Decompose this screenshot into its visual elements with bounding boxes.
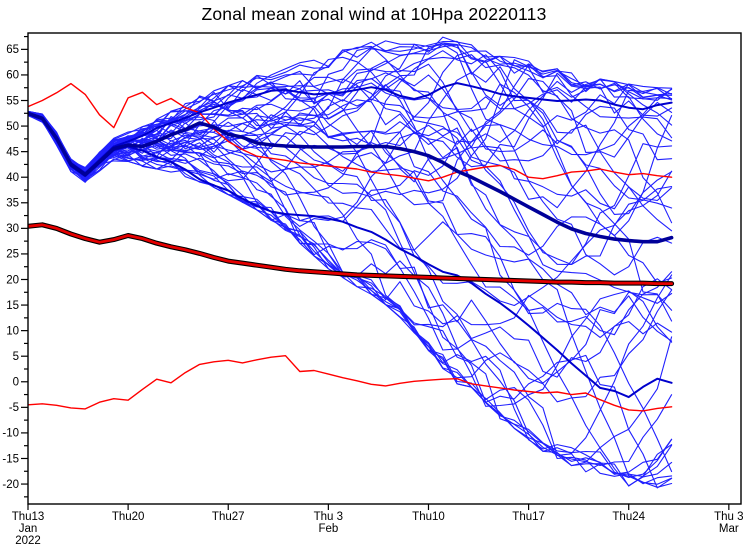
ensemble-member-line: [28, 111, 673, 488]
x-tick-label: Thu17: [512, 511, 545, 523]
climatology-mean-line: [28, 223, 673, 286]
plot-area: [28, 36, 675, 489]
y-tick-label: 35: [6, 198, 19, 210]
plot-border: [27, 32, 742, 505]
ensemble-member-line: [28, 87, 673, 209]
x-tick-label: Thu13: [12, 511, 45, 523]
y-tick-label: 0: [13, 377, 19, 389]
y-tick-label: 5: [13, 351, 19, 363]
y-tick-label: 65: [6, 44, 19, 56]
y-tick-label: 30: [6, 223, 19, 235]
ensemble-member-line: [28, 111, 673, 479]
y-tick-label: 40: [6, 172, 19, 184]
x-tick-label: Thu27: [212, 511, 245, 523]
y-tick-label: 15: [6, 300, 19, 312]
y-tick-label: 20: [6, 274, 19, 286]
x-tick-label: Thu24: [612, 511, 645, 523]
y-tick-label: -10: [2, 428, 19, 440]
ensemble-member-line: [28, 42, 673, 170]
y-tick-label: -15: [2, 453, 19, 465]
ensemble-member-line: [28, 110, 673, 336]
upper_member-line: [28, 82, 673, 175]
x-tick-sublabel: 2022: [15, 535, 41, 547]
y-tick-label: 55: [6, 95, 19, 107]
ensemble-member-line: [28, 59, 673, 197]
x-tick-sublabel: Feb: [318, 523, 338, 535]
x-tick-sublabel: Mar: [719, 523, 739, 535]
y-tick-label: 10: [6, 325, 19, 337]
ensemble-member-line: [28, 113, 673, 489]
x-tick-sublabel: Jan: [19, 523, 38, 535]
x-tick-label: Thu 3: [314, 511, 343, 523]
x-tick-label: Thu20: [112, 511, 145, 523]
climatology_lower-line: [28, 355, 673, 412]
ensemble-member-line: [28, 111, 673, 475]
y-tick-label: 45: [6, 146, 19, 158]
y-tick-label: 25: [6, 249, 19, 261]
y-tick-label: -5: [9, 402, 19, 414]
ensemble-member-line: [28, 114, 673, 487]
ensemble-member-line: [28, 84, 673, 487]
control_member-line: [28, 112, 673, 399]
y-tick-label: 60: [6, 70, 19, 82]
climatology_upper-line: [28, 82, 673, 182]
ensemble-member-line: [28, 70, 673, 342]
x-tick-label: Thu10: [412, 511, 445, 523]
y-tick-label: 50: [6, 121, 19, 133]
ensemble-member-line: [28, 114, 673, 485]
chart-title: Zonal mean zonal wind at 10Hpa 20220113: [201, 4, 547, 24]
y-tick-label: -20: [2, 479, 19, 491]
ensemble-member-line: [28, 114, 673, 467]
ensemble-mean-line: [28, 111, 674, 244]
ensemble-member-line: [28, 72, 673, 227]
ensemble-member-line: [28, 77, 673, 304]
x-tick-label: Thu 3: [714, 511, 743, 523]
